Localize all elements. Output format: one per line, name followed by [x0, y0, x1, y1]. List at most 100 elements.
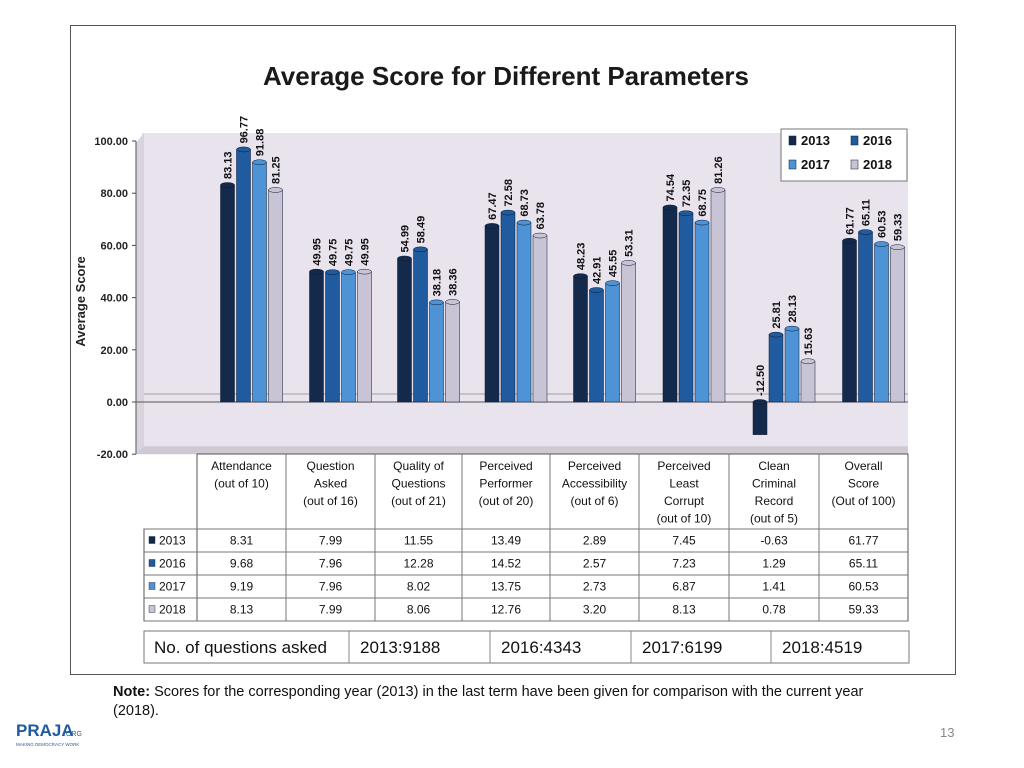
category-label: Perceived — [479, 459, 532, 473]
data-label: 61.77 — [845, 207, 857, 235]
table-cell: 11.55 — [404, 534, 433, 548]
data-label: 45.55 — [608, 250, 620, 278]
data-label: 54.99 — [400, 225, 412, 253]
bar-cap — [890, 244, 905, 250]
table-cell: 7.96 — [319, 580, 343, 594]
data-label: 58.49 — [416, 216, 428, 244]
questions-table-label: No. of questions asked — [154, 638, 327, 657]
bar-cap — [341, 269, 356, 275]
data-label: -12.50 — [755, 365, 767, 396]
slide-frame: Average Score for Different Parameters 10… — [70, 25, 956, 675]
bar — [532, 235, 548, 403]
bar — [252, 161, 267, 403]
bar-cap — [309, 268, 324, 275]
category-label: Least — [669, 477, 699, 491]
data-label: 65.11 — [861, 199, 873, 226]
table-row-year: 2018 — [159, 603, 186, 617]
bar-cap — [236, 146, 251, 153]
bar — [800, 360, 816, 403]
category-label: Attendance — [211, 459, 272, 473]
y-tick-label: 80.00 — [100, 188, 128, 200]
legend-swatch — [788, 159, 797, 170]
category-label: (out of 6) — [570, 494, 618, 508]
table-cell: 2.73 — [583, 580, 607, 594]
bar-cap — [500, 209, 516, 216]
data-label: 42.91 — [592, 256, 604, 284]
table-cell: 8.31 — [230, 534, 254, 548]
bar-cap — [800, 358, 816, 364]
table-cell: 12.76 — [491, 603, 521, 617]
bar-cap — [662, 204, 678, 211]
category-label: Overall — [844, 459, 882, 473]
category-label: Question — [306, 459, 354, 473]
bar — [678, 212, 694, 403]
chart-title: Average Score for Different Parameters — [263, 61, 749, 91]
bar — [752, 401, 768, 435]
category-label: (out of 20) — [479, 494, 534, 508]
bar — [621, 262, 636, 403]
bar-cap — [605, 280, 620, 286]
bar-cap — [694, 219, 710, 226]
category-label: Score — [848, 477, 880, 491]
table-row-year: 2017 — [159, 580, 186, 594]
legend-swatch — [788, 135, 797, 146]
table-cell: 65.11 — [849, 557, 878, 571]
data-label: 49.95 — [360, 238, 372, 266]
data-label: 25.81 — [771, 301, 783, 329]
category-label: Criminal — [752, 477, 796, 491]
questions-table-cell: 2016:4343 — [501, 638, 581, 657]
bar-cap — [220, 182, 235, 188]
data-label: 63.78 — [535, 202, 547, 230]
legend-swatch — [850, 135, 859, 146]
bar-cap — [842, 238, 857, 244]
bar — [874, 243, 889, 403]
bar — [397, 258, 412, 403]
table-cell: 3.20 — [583, 603, 607, 617]
bar — [325, 271, 340, 403]
table-row-swatch — [148, 605, 156, 613]
questions-table — [143, 630, 910, 664]
table-cell: 7.23 — [672, 557, 696, 571]
table-cell: 2.89 — [583, 534, 607, 548]
category-label: Asked — [314, 477, 347, 491]
bar-cap — [413, 246, 428, 253]
bar-cap — [858, 229, 873, 235]
bar — [236, 149, 251, 403]
data-label: 74.54 — [665, 173, 677, 201]
questions-table-cell: 2018:4519 — [782, 638, 862, 657]
table-cell: 2.57 — [583, 557, 607, 571]
table-row-swatch — [148, 559, 156, 567]
data-label: 68.73 — [519, 189, 531, 217]
data-label: 83.13 — [223, 151, 235, 179]
category-label: Perceived — [568, 459, 621, 473]
bar-cap — [621, 260, 636, 266]
note-label: Note: — [113, 684, 151, 700]
bar-cap — [445, 299, 460, 305]
bar — [589, 289, 604, 403]
category-label: Questions — [391, 477, 445, 491]
praja-logo: PRAJA .ORG MAKING DEMOCRACY WORK — [16, 721, 82, 747]
category-label: (out of 16) — [303, 494, 358, 508]
table-cell: 0.78 — [762, 603, 786, 617]
y-tick-label: 20.00 — [100, 345, 128, 357]
y-tick-label: -20.00 — [97, 449, 128, 461]
table-cell: 7.96 — [319, 557, 343, 571]
table-cell: 1.29 — [762, 557, 786, 571]
questions-table-cell: 2017:6199 — [642, 638, 722, 657]
bar — [484, 225, 500, 403]
data-label: 15.63 — [803, 328, 815, 356]
table-cell: 61.77 — [848, 534, 878, 548]
bar — [768, 334, 784, 403]
bar — [429, 302, 444, 403]
bar-cap — [532, 232, 548, 239]
data-label: 91.88 — [255, 129, 267, 157]
table-cell: 7.99 — [319, 603, 343, 617]
data-label: 59.33 — [893, 214, 905, 242]
table-cell: 13.75 — [491, 580, 521, 594]
table-cell: 9.68 — [230, 557, 254, 571]
bar-cap — [784, 325, 800, 332]
category-label: Corrupt — [664, 494, 705, 508]
category-label: Record — [755, 494, 794, 508]
table-cell: 12.28 — [403, 557, 433, 571]
data-label: 28.13 — [787, 295, 799, 323]
